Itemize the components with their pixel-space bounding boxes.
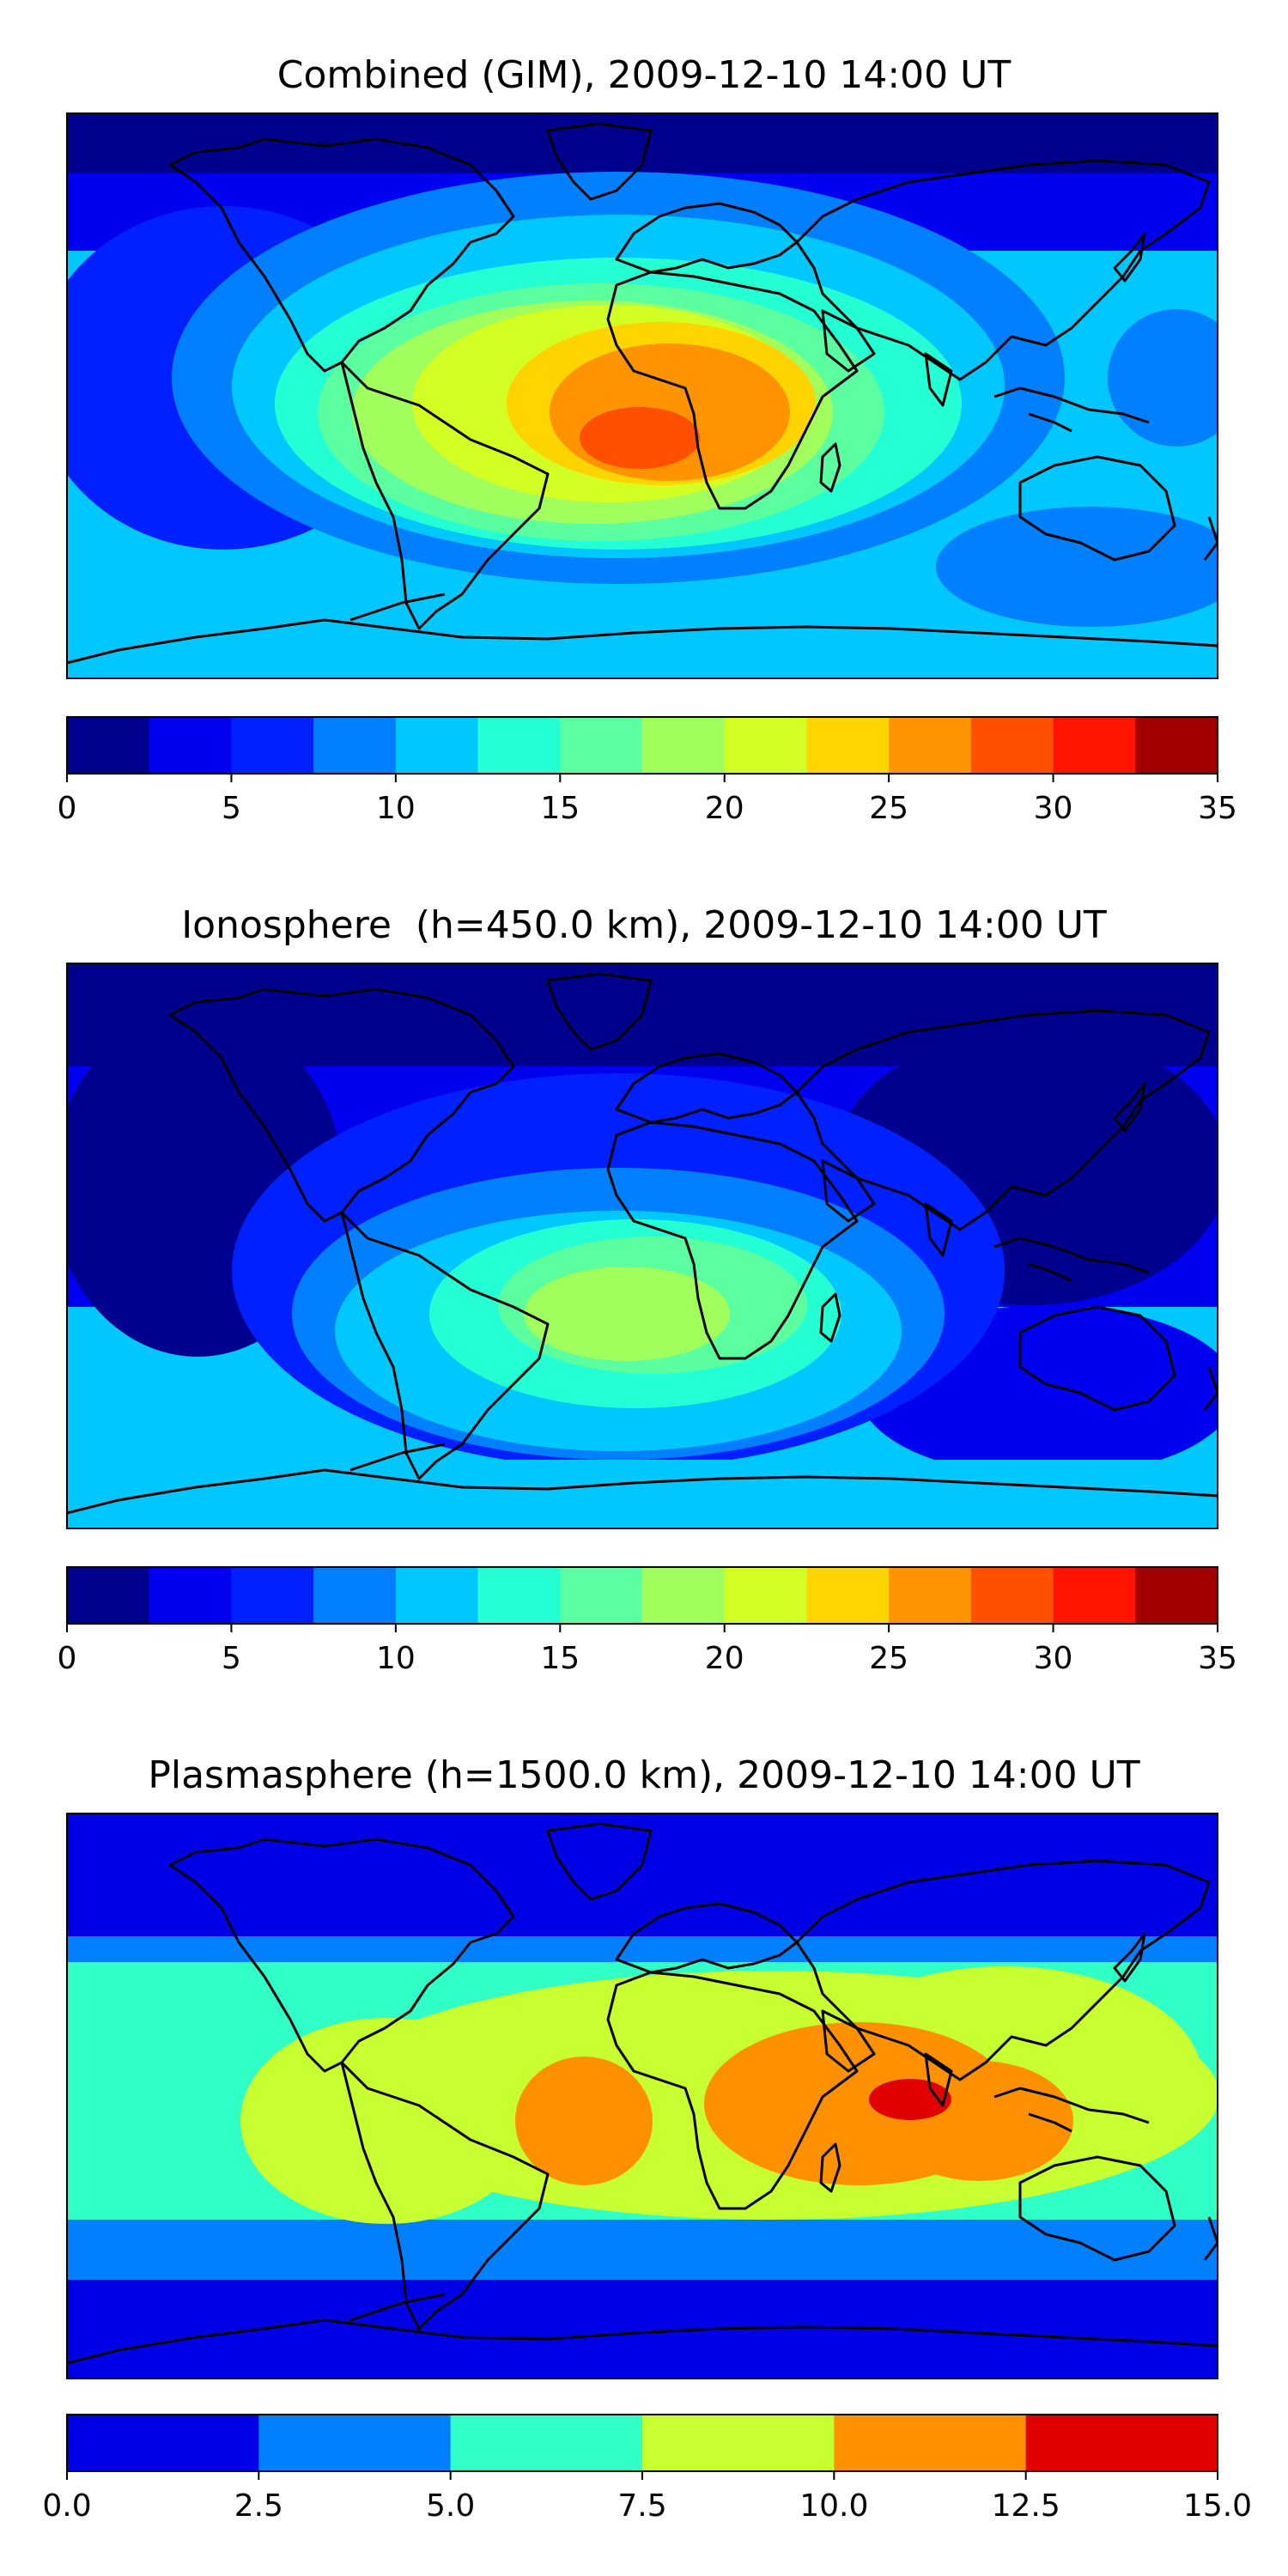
panel-1-frame: [66, 112, 1218, 679]
colorbar-tick-label: 20: [705, 791, 744, 826]
colorbar-tick-label: 35: [1198, 1641, 1237, 1676]
panel-1-colorbar: 0 5 10 15 20 25 30 35: [58, 716, 1237, 826]
colorbar-segment: [67, 2415, 259, 2471]
colorbar-segment: [642, 717, 726, 774]
colorbar-segment: [889, 1567, 972, 1624]
colorbar-segment: [313, 1567, 397, 1624]
colorbar-frame: [66, 1566, 1218, 1625]
colorbar-segment: [806, 717, 890, 774]
colorbar-segment: [1025, 2415, 1218, 2471]
colorbar-segment: [889, 717, 972, 774]
colorbar-tick-label: 5: [222, 791, 241, 826]
colorbar-segment: [313, 717, 397, 774]
panel-2-colorbar: 0 5 10 15 20 25 30 35: [58, 1566, 1237, 1676]
colorbar-segment: [395, 1567, 479, 1624]
colorbar-tick-label: 2.5: [234, 2488, 283, 2524]
colorbar-segment: [1053, 717, 1136, 774]
colorbar-tick-label: 10.0: [799, 2488, 868, 2524]
panel-3-frame: [66, 1813, 1218, 2379]
colorbar-tick-label: 12.5: [992, 2488, 1060, 2524]
panel-2-title: Ionosphere (h=450.0 km), 2009-12-10 14:0…: [181, 903, 1107, 947]
colorbar-segment: [450, 2415, 643, 2471]
colorbar-segment: [642, 1567, 726, 1624]
colorbar-tick-label: 20: [705, 1641, 744, 1676]
colorbar-segment: [724, 717, 807, 774]
panel-2-frame: [66, 963, 1218, 1529]
colorbar-tick-label: 0: [58, 791, 77, 826]
colorbar-tick-label: 25: [869, 1641, 908, 1676]
colorbar-tick-label: 5.0: [426, 2488, 475, 2524]
panel-1-title: Combined (GIM), 2009-12-10 14:00 UT: [276, 53, 1012, 97]
colorbar-segment: [642, 2415, 835, 2471]
colorbar-segment: [395, 717, 479, 774]
colorbar-segment: [477, 1567, 561, 1624]
colorbar-tick-label: 25: [869, 791, 908, 826]
colorbar-tick-label: 35: [1198, 791, 1237, 826]
colorbar-segment: [258, 2415, 452, 2471]
panel-3-colorbar: 0.0 2.5 5.0 7.5 10.0 12.5 15.0: [42, 2414, 1252, 2524]
colorbar-segment: [1135, 1567, 1218, 1624]
colorbar-segment: [477, 717, 561, 774]
colorbar-segment: [231, 717, 314, 774]
colorbar-tick-label: 30: [1034, 791, 1073, 826]
colorbar-tick-label: 7.5: [617, 2488, 666, 2524]
colorbar-segment: [149, 717, 232, 774]
colorbar-tick-label: 0.0: [42, 2488, 91, 2524]
colorbar-segment: [67, 717, 150, 774]
colorbar-segment: [67, 1567, 150, 1624]
colorbar-tick-label: 15: [540, 791, 580, 826]
colorbar-segment: [724, 1567, 807, 1624]
colorbar-tick-label: 10: [376, 1641, 416, 1676]
colorbar-frame: [66, 716, 1218, 775]
colorbar-segment: [149, 1567, 232, 1624]
colorbar-segment: [834, 2415, 1027, 2471]
colorbar-tick-label: 15.0: [1183, 2488, 1252, 2524]
colorbar-segment: [1135, 717, 1218, 774]
colorbar-segment: [1053, 1567, 1136, 1624]
colorbar-segment: [806, 1567, 890, 1624]
panel-2-map: [67, 963, 1218, 1528]
colorbar-segment: [560, 717, 643, 774]
colorbar-tick-label: 0: [58, 1641, 77, 1676]
colorbar-tick-label: 30: [1034, 1641, 1073, 1676]
colorbar-tick-label: 5: [222, 1641, 241, 1676]
colorbar-segment: [970, 717, 1054, 774]
panel-1-map: [67, 113, 1218, 678]
panel-3-title: Plasmasphere (h=1500.0 km), 2009-12-10 1…: [148, 1753, 1140, 1797]
colorbar-segment: [231, 1567, 314, 1624]
panel-3-map: [67, 1814, 1218, 2379]
colorbar-tick-label: 15: [540, 1641, 580, 1676]
colorbar-segment: [970, 1567, 1054, 1624]
colorbar-segment: [560, 1567, 643, 1624]
colorbar-tick-label: 10: [376, 791, 416, 826]
